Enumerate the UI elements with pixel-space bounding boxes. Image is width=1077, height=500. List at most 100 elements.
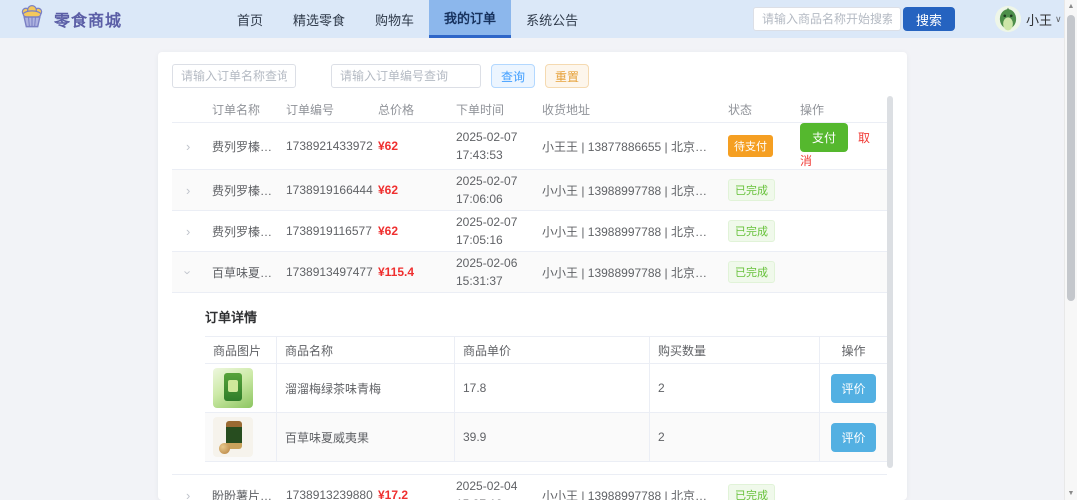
- nav-item-my-orders[interactable]: 我的订单: [429, 0, 512, 38]
- order-date-line: 2025-02-06: [456, 256, 518, 270]
- order-address: 小小王 | 13988997788 | 北京市朝阳区东...: [542, 265, 722, 280]
- order-address: 小小王 | 13988997788 | 北京市朝阳区东...: [542, 224, 722, 239]
- nav-item-featured-snacks[interactable]: 精选零食: [293, 12, 346, 28]
- expand-cell: ›: [172, 139, 206, 154]
- order-detail-header: 商品图片 商品名称 商品单价 购买数量 操作: [205, 337, 887, 364]
- order-price: ¥115.4: [372, 265, 450, 279]
- table-scrollbar[interactable]: [887, 96, 893, 468]
- muffin-logo-icon: [18, 3, 46, 36]
- order-time-line: 15:31:37: [456, 274, 503, 288]
- avatar[interactable]: [995, 6, 1021, 32]
- expand-row-icon[interactable]: ›: [186, 487, 191, 500]
- order-time: 2025-02-04 15:27:19: [450, 477, 536, 500]
- order-number: 1738919166444: [286, 183, 373, 197]
- scrollbar-thumb[interactable]: [1067, 15, 1075, 301]
- order-detail-table: 商品图片 商品名称 商品单价 购买数量 操作 溜溜梅绿茶味青梅 17.8 2 评价 百草味夏威夷果…: [205, 336, 887, 462]
- status-badge: 已完成: [728, 179, 775, 201]
- column-header: 订单名称: [212, 102, 261, 117]
- query-button[interactable]: 查询: [491, 64, 536, 88]
- expand-row-icon[interactable]: ›: [186, 223, 191, 239]
- reset-button[interactable]: 重置: [545, 64, 590, 88]
- order-address: 小小王 | 13988997788 | 北京市朝阳区东...: [542, 488, 722, 500]
- order-detail-panel: 订单详情 商品图片 商品名称 商品单价 购买数量 操作 溜溜梅绿茶味青梅 17.8 2 评价 百草味…: [172, 293, 887, 475]
- browser-scrollbar[interactable]: ▲ ▼: [1064, 0, 1077, 500]
- status-badge: 已完成: [728, 220, 775, 242]
- status-badge: 待支付: [728, 135, 773, 157]
- column-header: 操作: [800, 102, 825, 117]
- scroll-up-icon[interactable]: ▲: [1067, 3, 1075, 10]
- product-price: 39.9: [455, 413, 650, 461]
- cancel-link[interactable]: 取消: [800, 131, 871, 168]
- review-button[interactable]: 评价: [831, 422, 876, 452]
- order-number-filter-input[interactable]: [331, 64, 481, 88]
- order-name: 费列罗榛果威...: [212, 183, 280, 198]
- column-header: 购买数量: [650, 337, 820, 363]
- column-header: 状态: [728, 102, 753, 117]
- order-time-line: 17:06:06: [456, 192, 503, 206]
- order-name: 费列罗榛果威...: [212, 139, 280, 154]
- expand-cell: ›: [172, 488, 206, 500]
- order-status-cell: 已完成: [722, 484, 794, 500]
- order-price: ¥17.2: [372, 488, 450, 500]
- order-time: 2025-02-06 15:31:37: [450, 254, 536, 290]
- order-price-value: ¥62: [378, 183, 399, 197]
- nav-item-home[interactable]: 首页: [237, 12, 264, 28]
- product-search-input[interactable]: [753, 7, 901, 31]
- expand-row-icon[interactable]: ›: [186, 138, 191, 154]
- expand-cell: ›: [172, 265, 206, 280]
- expand-cell: ›: [172, 224, 206, 239]
- status-badge: 已完成: [728, 261, 775, 283]
- order-price-value: ¥17.2: [378, 488, 409, 500]
- order-date-line: 2025-02-07: [456, 174, 518, 188]
- order-status-cell: 已完成: [722, 179, 794, 201]
- order-date-line: 2025-02-07: [456, 130, 518, 144]
- order-filter-row: 查询 重置: [172, 64, 893, 88]
- nav-item-announcements[interactable]: 系统公告: [526, 12, 579, 28]
- order-number: 1738913239880: [286, 488, 373, 500]
- order-name-filter-input[interactable]: [172, 64, 296, 88]
- column-header: 商品名称: [277, 337, 455, 363]
- review-button[interactable]: 评价: [831, 373, 876, 403]
- search-button[interactable]: 搜索: [903, 7, 956, 31]
- orders-table-header: 订单名称 订单编号 总价格 下单时间 收货地址 状态 操作: [172, 96, 887, 123]
- order-price: ¥62: [372, 183, 450, 197]
- order-row: › 百草味夏威夷... 1738913497477 ¥115.4 2025-02-06 1…: [172, 252, 887, 293]
- column-header: 操作: [841, 343, 866, 358]
- order-row: › 费列罗榛果威... 1738921433972 ¥62 2025-02-07 17:4…: [172, 123, 887, 170]
- expand-row-icon[interactable]: ›: [186, 182, 191, 198]
- order-status-cell: 已完成: [722, 220, 794, 242]
- column-header: 下单时间: [456, 102, 505, 117]
- order-status-cell: 已完成: [722, 261, 794, 283]
- product-image-cell: [205, 413, 277, 461]
- product-image-cell: [205, 364, 277, 412]
- product-name: 百草味夏威夷果: [277, 413, 455, 461]
- order-number: 1738921433972: [286, 139, 373, 153]
- expand-cell: ›: [172, 183, 206, 198]
- order-time: 2025-02-07 17:43:53: [450, 128, 536, 164]
- product-quantity: 2: [650, 364, 820, 412]
- scroll-down-icon[interactable]: ▼: [1067, 490, 1075, 497]
- order-name: 费列罗榛果威...: [212, 224, 280, 239]
- column-header: 总价格: [378, 102, 415, 117]
- pay-button[interactable]: 支付: [800, 123, 849, 152]
- collapse-row-icon[interactable]: ›: [180, 269, 196, 275]
- user-menu[interactable]: 小王 ∨: [1026, 0, 1062, 38]
- order-row: › 盼盼薯片等2... 1738913239880 ¥17.2 2025-02-04 15…: [172, 475, 887, 500]
- order-name: 百草味夏威夷...: [212, 265, 280, 280]
- nav-items: 首页 精选零食 购物车 我的订单 系统公告: [222, 0, 593, 38]
- order-name: 盼盼薯片等2...: [212, 488, 280, 500]
- order-time: 2025-02-07 17:06:06: [450, 172, 536, 208]
- order-number: 1738913497477: [286, 265, 373, 279]
- nav-item-cart[interactable]: 购物车: [375, 12, 415, 28]
- detail-action-cell: 评价: [820, 364, 887, 412]
- order-price-value: ¥62: [378, 224, 399, 238]
- order-time: 2025-02-07 17:05:16: [450, 213, 536, 249]
- order-number: 1738919116577: [286, 224, 372, 238]
- order-row: › 费列罗榛果威... 1738919166444 ¥62 2025-02-07 17:0…: [172, 170, 887, 211]
- detail-row: 溜溜梅绿茶味青梅 17.8 2 评价: [205, 364, 887, 413]
- order-price: ¥62: [372, 139, 450, 153]
- order-address: 小小王 | 13988997788 | 北京市朝阳区东...: [542, 183, 722, 198]
